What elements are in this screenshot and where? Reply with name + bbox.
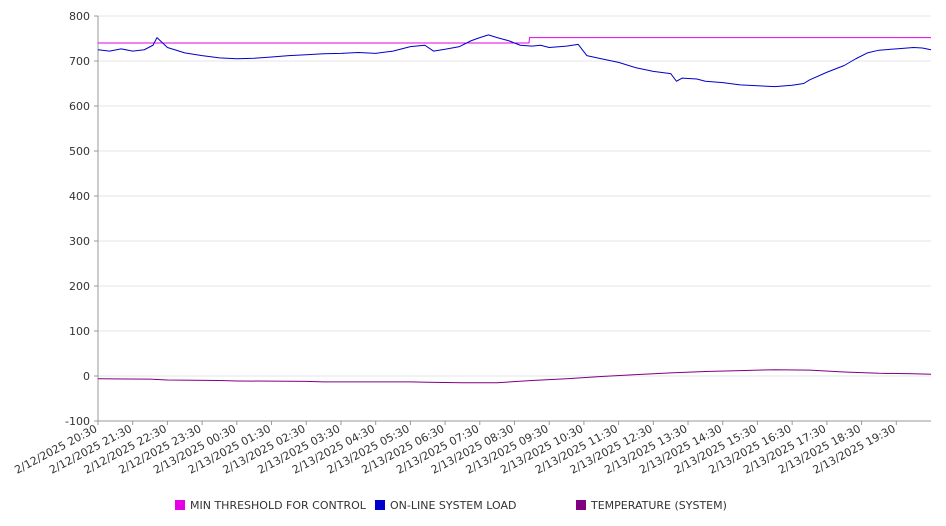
y-tick-label: 800: [69, 10, 90, 23]
legend-label: ON-LINE SYSTEM LOAD: [390, 499, 516, 512]
series-line-2: [97, 34, 932, 88]
y-tick-label: 100: [69, 325, 90, 338]
grid: [98, 15, 931, 422]
axes: [94, 15, 931, 425]
y-tick-label: 600: [69, 100, 90, 113]
legend-label: MIN THRESHOLD FOR CONTROL: [190, 499, 367, 512]
y-tick-label: 500: [69, 145, 90, 158]
legend-swatch: [375, 500, 385, 510]
legend-swatch: [576, 500, 586, 510]
legend-label: TEMPERATURE (SYSTEM): [590, 499, 727, 512]
legend-swatch: [175, 500, 185, 510]
series-line-3: [97, 369, 932, 384]
y-axis-ticks: 800 700 600 500 400 300 200 100 0 -100: [65, 10, 90, 428]
y-tick-label: 400: [69, 190, 90, 203]
y-tick-label: 700: [69, 55, 90, 68]
legend: MIN THRESHOLD FOR CONTROL ON-LINE SYSTEM …: [175, 499, 727, 512]
series-line-1: [98, 37, 931, 44]
series-lines: [97, 34, 932, 384]
y-tick-label: 200: [69, 280, 90, 293]
y-tick-label: 300: [69, 235, 90, 248]
y-tick-label: -100: [65, 415, 90, 428]
y-tick-label: 0: [83, 370, 90, 383]
x-axis-ticks: 2/12/2025 20:302/12/2025 21:302/12/2025 …: [12, 422, 897, 476]
